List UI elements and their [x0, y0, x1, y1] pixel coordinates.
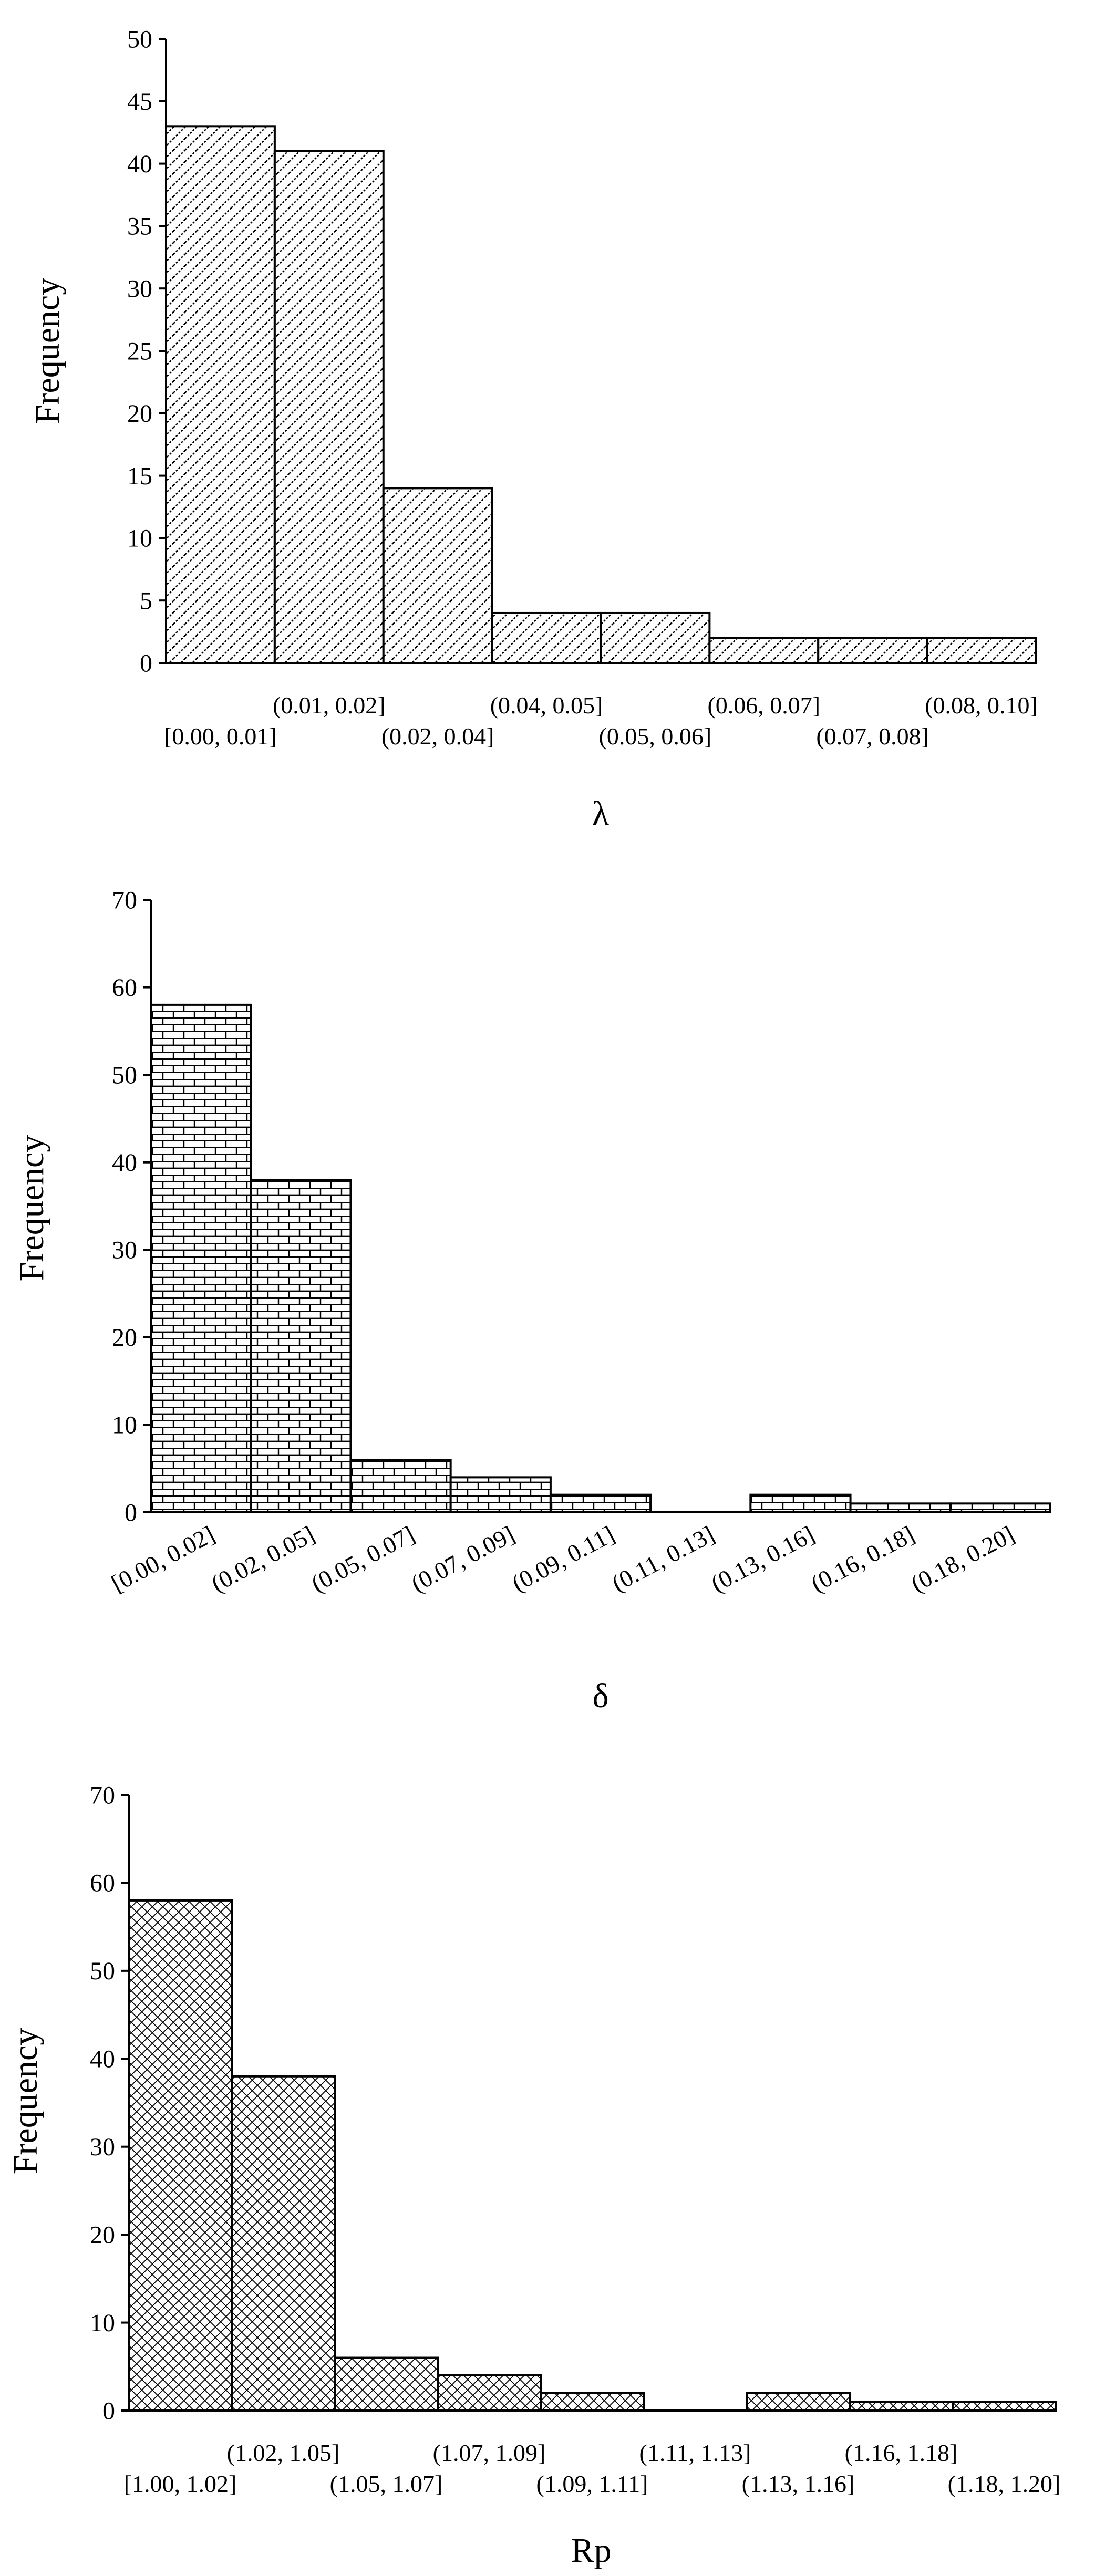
x-category-label: (1.16, 1.18] [845, 2439, 958, 2466]
x-category-label: (0.05, 0.06] [599, 723, 712, 750]
bar-1-00-1-02 [128, 1899, 233, 2412]
bar-0-00-0-01 [165, 125, 276, 664]
y-tick-label: 30 [127, 275, 152, 303]
x-category-label: (1.09, 1.11] [536, 2470, 648, 2497]
x-category-label: (1.11, 1.13] [639, 2439, 751, 2466]
x-category-label: (0.16, 0.18] [807, 1521, 918, 1597]
y-tick-label: 50 [127, 25, 152, 53]
bar-1-09-1-11 [540, 2392, 645, 2412]
y-tick-label: 40 [112, 1149, 137, 1177]
x-category-label: (1.02, 1.05] [227, 2439, 340, 2466]
x-category-label: (1.18, 1.20] [948, 2470, 1061, 2497]
bar-1-13-1-16 [746, 2392, 851, 2412]
y-axis-title: Frequency [13, 1135, 51, 1282]
y-tick-label: 60 [90, 1869, 115, 1897]
x-category-label: (0.07, 0.09] [407, 1521, 519, 1597]
y-axis-title: Frequency [6, 2028, 45, 2175]
y-tick-label: 20 [112, 1324, 137, 1352]
bar-0-07-0-08 [817, 637, 928, 664]
bar-0-02-0-05 [250, 1179, 352, 1513]
rp-histogram: 0 10 20 30 40 50 60 70 [1.00, 1.02] (1.02, 1.05] (… [6, 1781, 1060, 2570]
bar-0-13-0-16 [749, 1493, 852, 1514]
bar-0-06-0-07 [708, 637, 820, 664]
lambda-histogram: 0 5 10 15 20 25 30 35 40 45 50 [0.00, 0.01] (0.01, 0… [28, 25, 1038, 833]
x-category-label: (0.02, 0.04] [381, 723, 494, 750]
x-category-label: (0.11, 0.13] [607, 1521, 719, 1597]
bar-0-07-0-09 [449, 1476, 552, 1513]
x-category-label: (0.01, 0.02] [273, 692, 386, 719]
bar-1-16-1-18 [849, 2401, 954, 2412]
y-tick-label: 20 [90, 2221, 115, 2249]
y-tick-label: 45 [127, 88, 152, 116]
x-category-label: (1.13, 1.16] [742, 2470, 855, 2497]
x-category-label: (0.06, 0.07] [707, 692, 820, 719]
x-axis-title: Rp [571, 2531, 611, 2570]
x-category-label: (0.07, 0.08] [816, 723, 929, 750]
y-tick-label: 25 [127, 337, 152, 365]
x-axis-title: δ [592, 1677, 608, 1715]
bar-0-18-0-20 [949, 1502, 1052, 1513]
bar-0-05-0-07 [349, 1459, 452, 1513]
y-axis-title: Frequency [28, 278, 67, 424]
x-category-label: (0.13, 0.16] [707, 1521, 819, 1597]
bar-1-18-1-20 [952, 2401, 1057, 2412]
bar-0-01-0-02 [273, 150, 385, 664]
x-category-label: (0.02, 0.05] [207, 1521, 319, 1597]
y-tick-label: 50 [112, 1061, 137, 1089]
bar-1-02-1-05 [231, 2075, 336, 2412]
y-tick-label: 0 [102, 2397, 115, 2425]
x-category-label: [1.00, 1.02] [124, 2470, 237, 2497]
x-category-label: (0.08, 0.10] [925, 692, 1038, 719]
y-tick-label: 70 [112, 886, 137, 914]
y-tick-label: 35 [127, 213, 152, 241]
x-category-label: [0.00, 0.01] [164, 723, 277, 750]
y-tick-label: 70 [90, 1781, 115, 1809]
y-tick-label: 10 [90, 2309, 115, 2337]
bar-0-00-0-02 [150, 1003, 252, 1513]
x-category-label: (0.04, 0.05] [490, 692, 603, 719]
y-tick-label: 15 [127, 462, 152, 490]
bar-0-09-0-11 [549, 1493, 652, 1514]
x-category-label: (0.09, 0.11] [508, 1521, 619, 1597]
y-tick-label: 30 [90, 2133, 115, 2161]
y-tick-label: 60 [112, 974, 137, 1002]
y-tick-label: 50 [90, 1957, 115, 1985]
x-category-label: [0.00, 0.02] [107, 1521, 219, 1597]
x-category-label: (1.07, 1.09] [433, 2439, 546, 2466]
y-tick-label: 5 [140, 587, 152, 615]
bar-0-02-0-04 [382, 487, 493, 664]
y-tick-label: 40 [127, 150, 152, 178]
bar-0-04-0-05 [491, 611, 602, 664]
y-tick-label: 20 [127, 400, 152, 428]
y-tick-label: 30 [112, 1237, 137, 1264]
bar-0-16-0-18 [849, 1502, 952, 1513]
y-tick-label: 40 [90, 2045, 115, 2073]
y-tick-label: 0 [140, 649, 152, 677]
y-tick-label: 10 [127, 525, 152, 553]
x-axis-title: λ [592, 794, 609, 833]
bar-0-05-0-06 [600, 611, 711, 664]
y-tick-label: 0 [125, 1499, 137, 1526]
x-category-label: (0.05, 0.07] [307, 1521, 419, 1597]
y-tick-label: 10 [112, 1411, 137, 1439]
bar-1-07-1-09 [437, 2374, 542, 2412]
x-category-label: (0.18, 0.20] [906, 1521, 1018, 1597]
bar-1-05-1-07 [334, 2356, 439, 2412]
x-category-label: (1.05, 1.07] [330, 2470, 443, 2497]
bar-0-08-0-10 [926, 637, 1037, 664]
